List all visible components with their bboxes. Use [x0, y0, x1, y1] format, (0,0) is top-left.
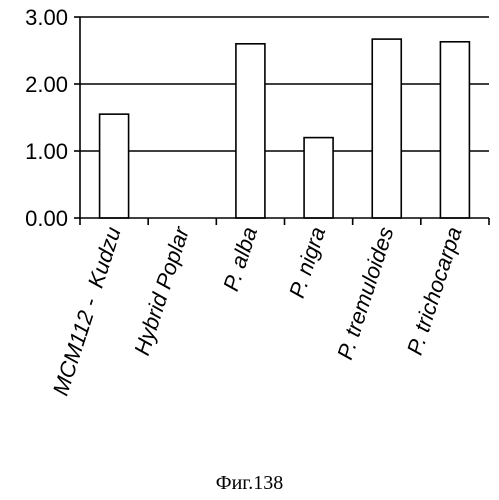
bars — [100, 39, 470, 218]
x-tick-label: Hybrid Poplar — [129, 222, 194, 358]
y-tick-labels: 0.00 1.00 2.00 3.00 — [25, 5, 68, 231]
y-tick-label: 1.00 — [25, 139, 68, 164]
y-tick-label: 3.00 — [25, 5, 68, 30]
x-tick-label: P. tremuloides — [332, 224, 398, 363]
x-tick-labels: MCM112 - KudzuHybrid Poplar P. alba P. nig… — [48, 222, 467, 398]
bar — [100, 114, 129, 218]
x-tick-label: P. alba — [218, 224, 262, 294]
figure-caption: Фиг.138 — [0, 472, 499, 495]
bar — [440, 42, 469, 218]
axes — [74, 17, 489, 225]
gridlines — [80, 17, 489, 151]
bar — [236, 44, 265, 218]
x-tick-label: P. nigra — [284, 224, 330, 301]
bar — [304, 138, 333, 218]
bar — [372, 39, 401, 218]
x-tick-label: P. trichocarpa — [402, 224, 467, 358]
x-tick-label: MCM112 - Kudzu — [48, 224, 126, 399]
y-tick-label: 2.00 — [25, 72, 68, 97]
y-tick-label: 0.00 — [25, 206, 68, 231]
